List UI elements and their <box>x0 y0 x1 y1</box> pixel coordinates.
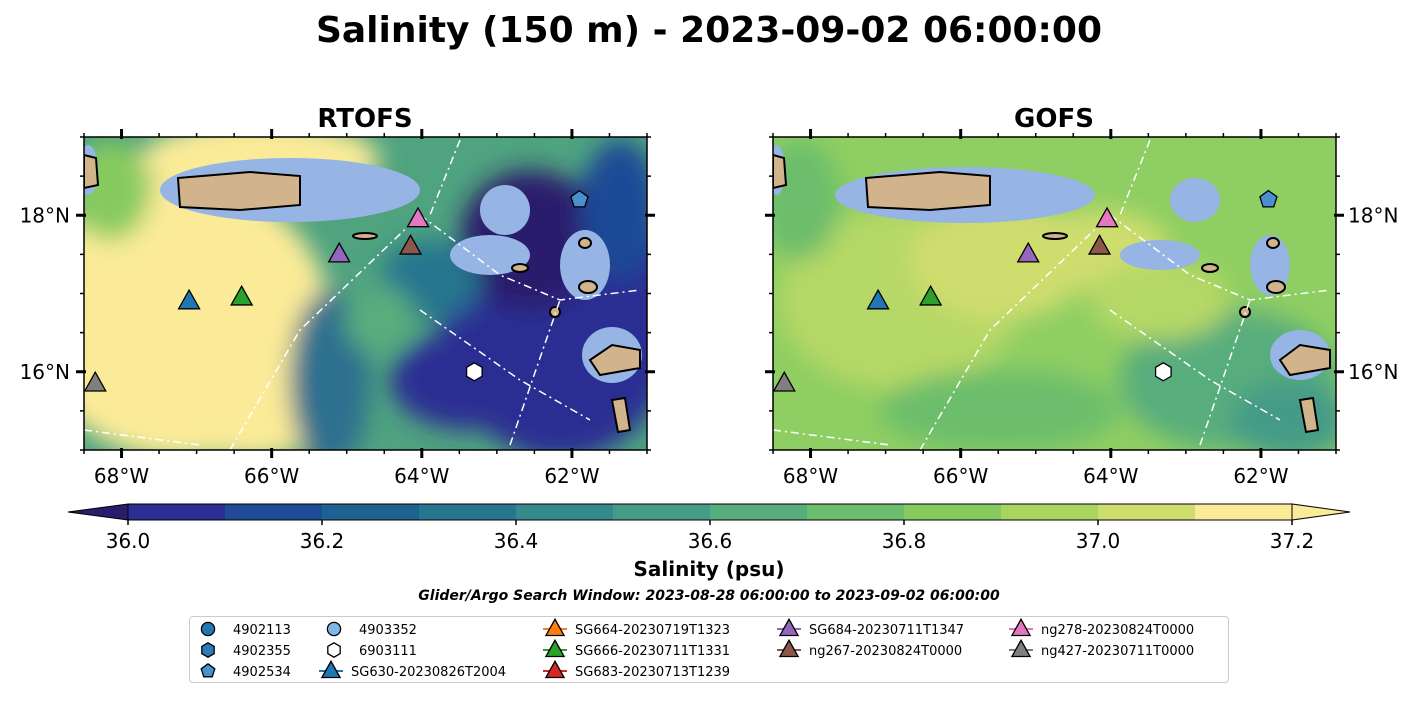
legend-marker-4902534 <box>200 662 216 678</box>
gofs-marker-sg630-20230826t2004 <box>866 288 890 310</box>
gofs-marker-sg684-20230711t1347 <box>1016 241 1040 263</box>
legend-label: 4902534 <box>233 665 291 680</box>
rtofs-xtick-label: 62°W <box>544 464 599 488</box>
gofs-ytick-label: 16°N <box>1348 360 1398 384</box>
gofs-xtick-label: 64°W <box>1083 464 1138 488</box>
colorbar-segment <box>322 504 420 520</box>
rtofs-markers <box>83 189 589 392</box>
legend-marker-4902355 <box>201 642 215 658</box>
legend-marker-sg630-20230826t2004 <box>320 659 342 679</box>
rtofs-yaxis: 18°N 16°N <box>20 136 655 451</box>
gofs-eez-lines <box>773 139 1331 450</box>
legend-label: 4903352 <box>359 623 417 638</box>
rtofs-xaxis: 68°W 66°W 64°W 62°W <box>83 129 648 488</box>
rtofs-marker-sg666-20230711t1331 <box>230 284 254 306</box>
rtofs-ytick-label: 16°N <box>20 360 70 384</box>
search-window-text: Glider/Argo Search Window: 2023-08-28 06… <box>418 588 1000 604</box>
legend-marker-sg664-20230719t1323 <box>544 617 566 637</box>
rtofs-marker-ng267-20230824t0000 <box>398 233 423 255</box>
colorbar-tick-label: 36.2 <box>300 529 345 553</box>
rtofs-xtick-label: 64°W <box>394 464 449 488</box>
legend-marker-6903111 <box>327 642 341 658</box>
legend-label: 6903111 <box>359 644 417 659</box>
rtofs-xtick-label: 68°W <box>94 464 149 488</box>
colorbar-segment <box>904 504 1002 520</box>
legend-label: SG630-20230826T2004 <box>351 665 506 680</box>
rtofs-marker-sg684-20230711t1347 <box>327 241 351 263</box>
colorbar-segment <box>1098 504 1196 520</box>
legend-label: SG684-20230711T1347 <box>809 623 964 638</box>
legend-label: ng267-20230824T0000 <box>809 644 962 659</box>
rtofs-marker-ng278-20230824t0000 <box>406 206 430 228</box>
legend: 4902113 4902355 4902534 4903352 6903111 SG630… <box>200 617 1194 680</box>
colorbar-tick-label: 36.8 <box>882 529 927 553</box>
gofs-marker-sg666-20230711t1331 <box>919 284 943 306</box>
colorbar-segment <box>613 504 711 520</box>
gofs-marker-ng267-20230824t0000 <box>1087 233 1112 255</box>
legend-label: ng427-20230711T0000 <box>1041 644 1194 659</box>
colorbar-tick-label: 37.0 <box>1076 529 1121 553</box>
gofs-markers <box>772 189 1278 392</box>
rtofs-xtick-label: 66°W <box>244 464 299 488</box>
colorbar-segment <box>516 504 614 520</box>
gofs-map <box>773 137 1336 450</box>
rtofs-marker-ng427-20230711t0000 <box>83 370 107 392</box>
colorbar: 36.0 36.2 36.4 36.6 36.8 37.0 37.2 <box>67 503 1351 553</box>
colorbar-segment <box>128 504 226 520</box>
figure-title: Salinity (150 m) - 2023-09-02 06:00:00 <box>316 10 1102 51</box>
legend-marker-sg684-20230711t1347 <box>778 617 800 637</box>
colorbar-tick-label: 37.2 <box>1270 529 1315 553</box>
rtofs-eez-lines <box>84 139 641 450</box>
colorbar-label: Salinity (psu) <box>633 557 784 581</box>
colorbar-tick-label: 36.6 <box>688 529 733 553</box>
colorbar-segment <box>419 504 517 520</box>
gofs-land <box>773 153 1331 434</box>
rtofs-map <box>84 137 647 450</box>
legend-marker-ng427-20230711t0000 <box>1010 638 1032 658</box>
gofs-xtick-label: 66°W <box>933 464 988 488</box>
legend-marker-sg683-20230713t1239 <box>544 659 566 679</box>
legend-marker-4903352 <box>326 621 342 637</box>
colorbar-segment <box>225 504 323 520</box>
rtofs-marker-sg630-20230826t2004 <box>177 288 201 310</box>
colorbar-extend-low <box>67 503 129 521</box>
legend-marker-ng267-20230824t0000 <box>778 638 800 658</box>
rtofs-title: RTOFS <box>317 104 412 134</box>
legend-marker-4902113 <box>200 621 216 637</box>
gofs-marker-6903111 <box>1154 362 1172 382</box>
legend-label: SG683-20230713T1239 <box>575 665 730 680</box>
rtofs-ytick-label: 18°N <box>20 203 70 227</box>
legend-label: ng278-20230824T0000 <box>1041 623 1194 638</box>
colorbar-segment <box>1195 504 1293 520</box>
gofs-yaxis: 18°N 16°N <box>765 136 1398 451</box>
gofs-ytick-label: 18°N <box>1348 203 1398 227</box>
legend-label: SG664-20230719T1323 <box>575 623 730 638</box>
rtofs-land <box>84 153 641 434</box>
gofs-marker-ng427-20230711t0000 <box>772 370 796 392</box>
legend-label: 4902355 <box>233 644 291 659</box>
gofs-marker-4902534 <box>1259 189 1278 208</box>
rtofs-panel: RTOFS <box>20 104 655 488</box>
colorbar-tick-label: 36.4 <box>494 529 539 553</box>
colorbar-segment <box>807 504 905 520</box>
colorbar-segment <box>1001 504 1099 520</box>
colorbar-segment <box>710 504 808 520</box>
legend-marker-sg666-20230711t1331 <box>544 638 566 658</box>
gofs-panel: GOFS <box>765 104 1398 488</box>
rtofs-marker-6903111 <box>465 362 483 382</box>
legend-label: 4902113 <box>233 623 291 638</box>
gofs-xtick-label: 68°W <box>783 464 838 488</box>
gofs-xtick-label: 62°W <box>1233 464 1288 488</box>
gofs-title: GOFS <box>1014 104 1094 134</box>
gofs-marker-ng278-20230824t0000 <box>1095 206 1119 228</box>
legend-marker-ng278-20230824t0000 <box>1010 617 1032 637</box>
rtofs-marker-4902534 <box>570 189 589 208</box>
colorbar-tick-label: 36.0 <box>106 529 151 553</box>
legend-box <box>189 616 1229 683</box>
colorbar-extend-high <box>1291 503 1351 521</box>
legend-label: SG666-20230711T1331 <box>575 644 730 659</box>
